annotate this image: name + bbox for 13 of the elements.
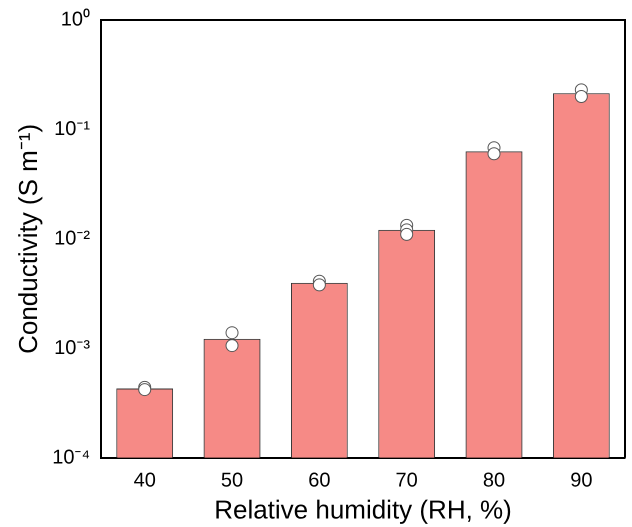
y-tick-label: 10⁻³ (54, 336, 90, 359)
x-tick-label: 90 (570, 469, 592, 492)
x-tick-label: 60 (308, 469, 330, 492)
y-tick-label: 10⁻² (54, 227, 90, 250)
x-tick-label: 40 (134, 469, 156, 492)
y-tick-label: 10⁰ (60, 8, 90, 31)
x-tick-label: 50 (220, 469, 244, 492)
x-tick-label: 80 (482, 469, 506, 492)
x-tick-label: 70 (396, 469, 418, 492)
y-tick-label: 10⁻¹ (54, 118, 90, 140)
y-axis-title: Conductivity (S m⁻¹) (12, 124, 43, 354)
y-tick-label: 10⁻⁴ (52, 446, 90, 468)
x-axis-title: Relative humidity (RH, %) (214, 494, 512, 525)
